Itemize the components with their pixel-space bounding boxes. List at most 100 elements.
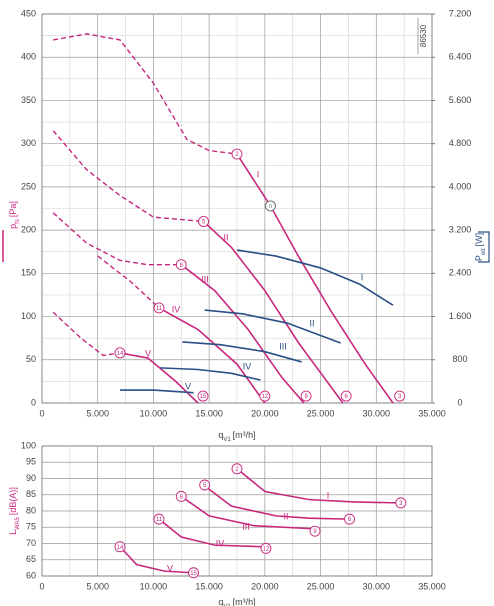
y-tick-label: 450 <box>21 8 36 18</box>
operating-point <box>199 479 211 491</box>
y2-tick-label: 7.200 <box>449 8 472 18</box>
plot-frame <box>41 445 433 577</box>
x-tick-label: 35.000 <box>418 408 446 418</box>
axis-subscript: ed <box>481 248 487 255</box>
y2-tick-label: 1.600 <box>449 311 472 321</box>
point-label: 15 <box>200 394 207 400</box>
point-label: 6 <box>348 517 352 523</box>
operating-point <box>153 302 165 314</box>
y2-tick-label: 4.800 <box>449 138 472 148</box>
axis-label: qV1[m³/h] <box>218 430 255 442</box>
y-tick-label: 350 <box>21 95 36 105</box>
y-tick-label: 400 <box>21 52 36 62</box>
operating-point <box>264 200 276 212</box>
curve-label: V <box>145 348 151 358</box>
y2-tick-label: 2.400 <box>449 268 472 278</box>
operating-point <box>231 463 243 475</box>
x-tick-label: 30.000 <box>363 581 391 591</box>
point-label: 12 <box>263 546 270 552</box>
operating-point <box>198 216 210 227</box>
curve <box>236 249 394 306</box>
point-label: 14 <box>117 351 124 357</box>
curve-label: IV <box>243 361 252 371</box>
axis-label: Ped[W] <box>474 233 486 261</box>
x-tick-label: 25.000 <box>307 408 335 418</box>
operating-point <box>188 567 199 579</box>
axis-unit: [dB(A)] <box>8 487 18 515</box>
operating-point <box>260 542 272 554</box>
curve-label: II <box>283 511 288 521</box>
operating-point <box>344 513 355 525</box>
curve-label: I <box>327 490 330 500</box>
point-label: 15 <box>190 571 197 577</box>
axis-label: LWA5[dB(A)] <box>8 487 20 535</box>
point-label: 11 <box>156 517 163 523</box>
y2-tick-label: 800 <box>452 354 467 364</box>
x-tick-label: 10.000 <box>140 408 168 418</box>
curve <box>236 468 399 504</box>
y-tick-label: 50 <box>26 354 36 364</box>
curve-label: I <box>361 272 364 282</box>
axis-symbol: p <box>8 224 18 229</box>
axis-symbol: q <box>218 430 223 440</box>
point-label: 2 <box>235 152 239 158</box>
point-label: 11 <box>156 306 163 312</box>
y-tick-label: 0 <box>31 397 36 407</box>
x-tick-label: 5.000 <box>86 408 109 418</box>
operating-point <box>300 390 312 402</box>
curve-label: II <box>309 318 314 328</box>
operating-point <box>175 259 187 271</box>
point-label: 8 <box>180 494 184 500</box>
operating-point <box>395 497 407 509</box>
point-label: 3 <box>398 394 402 400</box>
curve <box>158 518 265 548</box>
x-tick-label: 5.000 <box>86 581 109 591</box>
x-tick-label: 15.000 <box>195 408 223 418</box>
operating-point <box>175 490 187 502</box>
curve-label: III <box>242 521 250 531</box>
y-tick-label: 250 <box>21 181 36 191</box>
stall-line <box>53 33 238 155</box>
x-tick-label: 0 <box>39 581 44 591</box>
point-label: 9 <box>313 529 317 535</box>
operating-point <box>197 390 209 402</box>
curve-label: III <box>279 341 287 351</box>
operating-point <box>340 390 352 402</box>
point-label: 2 <box>235 467 239 473</box>
curve <box>203 220 344 404</box>
axis-subscript: WA5 <box>15 516 21 529</box>
curve-label: V <box>167 563 173 573</box>
y-tick-label: 85 <box>26 489 36 499</box>
axis-label: pfs [Pa] <box>8 201 20 229</box>
y2-tick-label: 3.200 <box>449 224 472 234</box>
curve <box>158 307 266 404</box>
operating-point <box>114 347 126 359</box>
stall-line <box>52 130 204 223</box>
curve <box>203 484 349 520</box>
y-tick-label: 65 <box>26 554 36 564</box>
y2-axis-key <box>478 231 490 263</box>
y-tick-label: 75 <box>26 522 36 532</box>
chart-code: 86530 <box>419 24 428 47</box>
axis-unit: [m³/h] <box>233 430 256 440</box>
plot-frame <box>41 13 433 404</box>
point-label: 6 <box>345 394 349 400</box>
y-tick-label: 300 <box>21 138 36 148</box>
curve <box>236 153 394 404</box>
curve-label: IV <box>216 538 225 548</box>
point-label: 3 <box>399 501 403 507</box>
point-label: 5 <box>203 483 207 489</box>
x-tick-label: 30.000 <box>363 408 391 418</box>
y-tick-label: 80 <box>26 505 36 515</box>
operating-point <box>394 390 406 402</box>
axis-unit: [Pa] <box>8 201 18 217</box>
y-tick-label: 100 <box>21 311 36 321</box>
curve-label: V <box>185 381 191 391</box>
y-tick-label: 100 <box>21 440 36 450</box>
x-tick-label: 25.000 <box>307 581 335 591</box>
curve-label: II <box>223 232 228 242</box>
operating-point <box>114 541 126 553</box>
point-label: 12 <box>262 394 269 400</box>
curve <box>180 264 305 404</box>
